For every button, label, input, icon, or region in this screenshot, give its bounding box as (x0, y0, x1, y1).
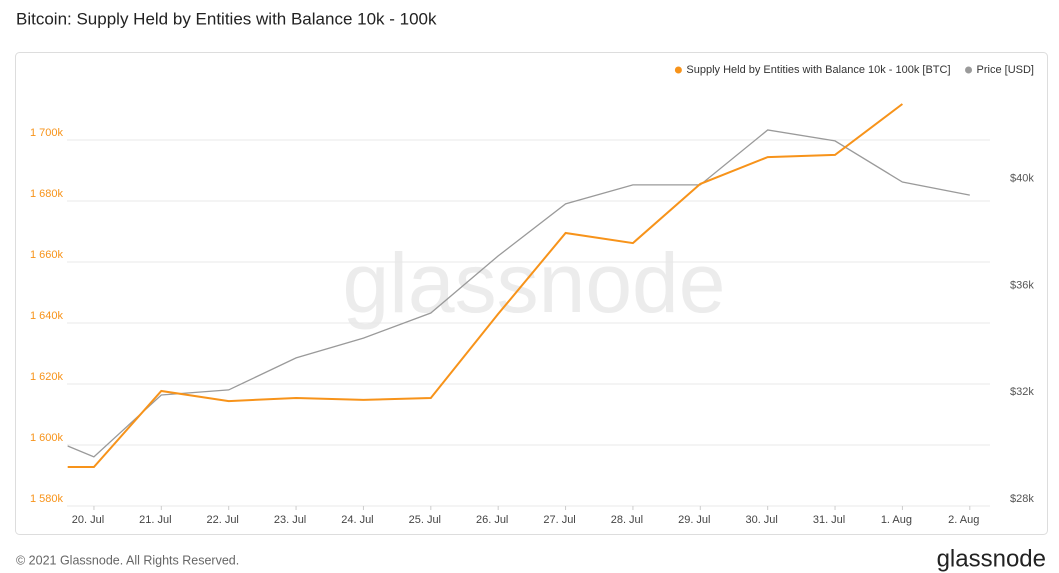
copyright: © 2021 Glassnode. All Rights Reserved. (16, 553, 239, 567)
y-tick-label: 1 600k (30, 432, 64, 444)
y-tick-label: 1 680k (30, 188, 64, 200)
x-tick-label: 28. Jul (611, 514, 643, 526)
x-tick-label: 1. Aug (881, 514, 912, 526)
logo: glassnode (937, 545, 1046, 572)
x-tick-label: 25. Jul (409, 514, 441, 526)
x-tick-label: 31. Jul (813, 514, 845, 526)
y-tick-label: 1 640k (30, 310, 64, 322)
x-tick-label: 26. Jul (476, 514, 508, 526)
x-tick-label: 22. Jul (206, 514, 238, 526)
x-tick-label: 20. Jul (72, 514, 104, 526)
chart-title: Bitcoin: Supply Held by Entities with Ba… (16, 9, 437, 28)
y2-tick-label: $36k (1010, 279, 1034, 291)
y2-tick-label: $28k (1010, 493, 1034, 505)
series-line (67, 103, 904, 468)
series-line (67, 129, 970, 458)
x-tick-label: 27. Jul (543, 514, 575, 526)
y-tick-label: 1 700k (30, 127, 64, 139)
y2-tick-label: $40k (1010, 173, 1034, 185)
y-tick-label: 1 660k (30, 249, 64, 261)
x-tick-label: 21. Jul (139, 514, 171, 526)
x-tick-label: 30. Jul (745, 514, 777, 526)
legend-label: Supply Held by Entities with Balance 10k… (686, 64, 950, 76)
y-tick-label: 1 620k (30, 371, 64, 383)
legend-marker (965, 66, 973, 74)
x-tick-label: 2. Aug (948, 514, 979, 526)
chart-frame (15, 52, 1048, 535)
x-tick-label: 29. Jul (678, 514, 710, 526)
x-tick-label: 24. Jul (341, 514, 373, 526)
legend-marker (674, 66, 682, 74)
x-tick-label: 23. Jul (274, 514, 306, 526)
y-tick-label: 1 580k (30, 493, 64, 505)
legend-label: Price [USD] (977, 64, 1034, 76)
watermark: glassnode (343, 236, 726, 330)
y2-tick-label: $32k (1010, 386, 1034, 398)
